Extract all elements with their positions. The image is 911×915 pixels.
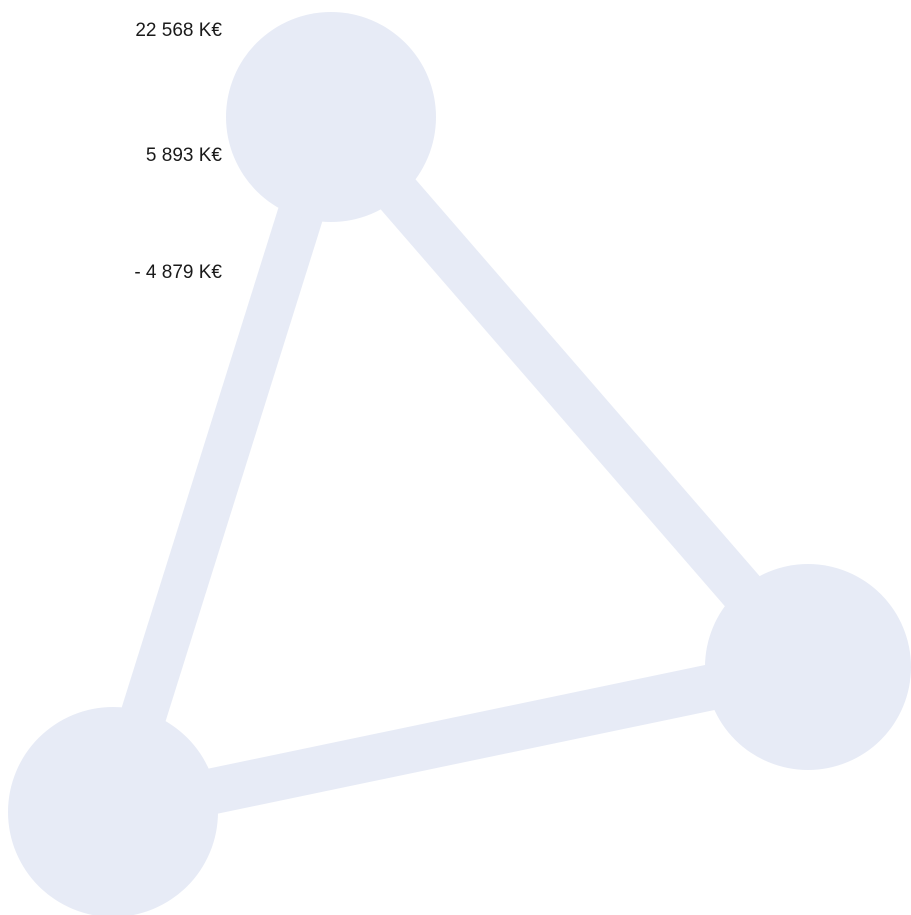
edge	[313, 101, 826, 683]
value-label: 22 568 K€	[135, 20, 222, 41]
edge	[91, 110, 353, 819]
value-label: - 4 879 K€	[134, 262, 222, 283]
network-shape	[91, 101, 826, 835]
node	[705, 564, 911, 770]
node	[8, 707, 218, 915]
nodes	[8, 12, 911, 915]
edge	[108, 644, 813, 835]
node	[226, 12, 436, 222]
value-label: 5 893 K€	[146, 145, 222, 166]
